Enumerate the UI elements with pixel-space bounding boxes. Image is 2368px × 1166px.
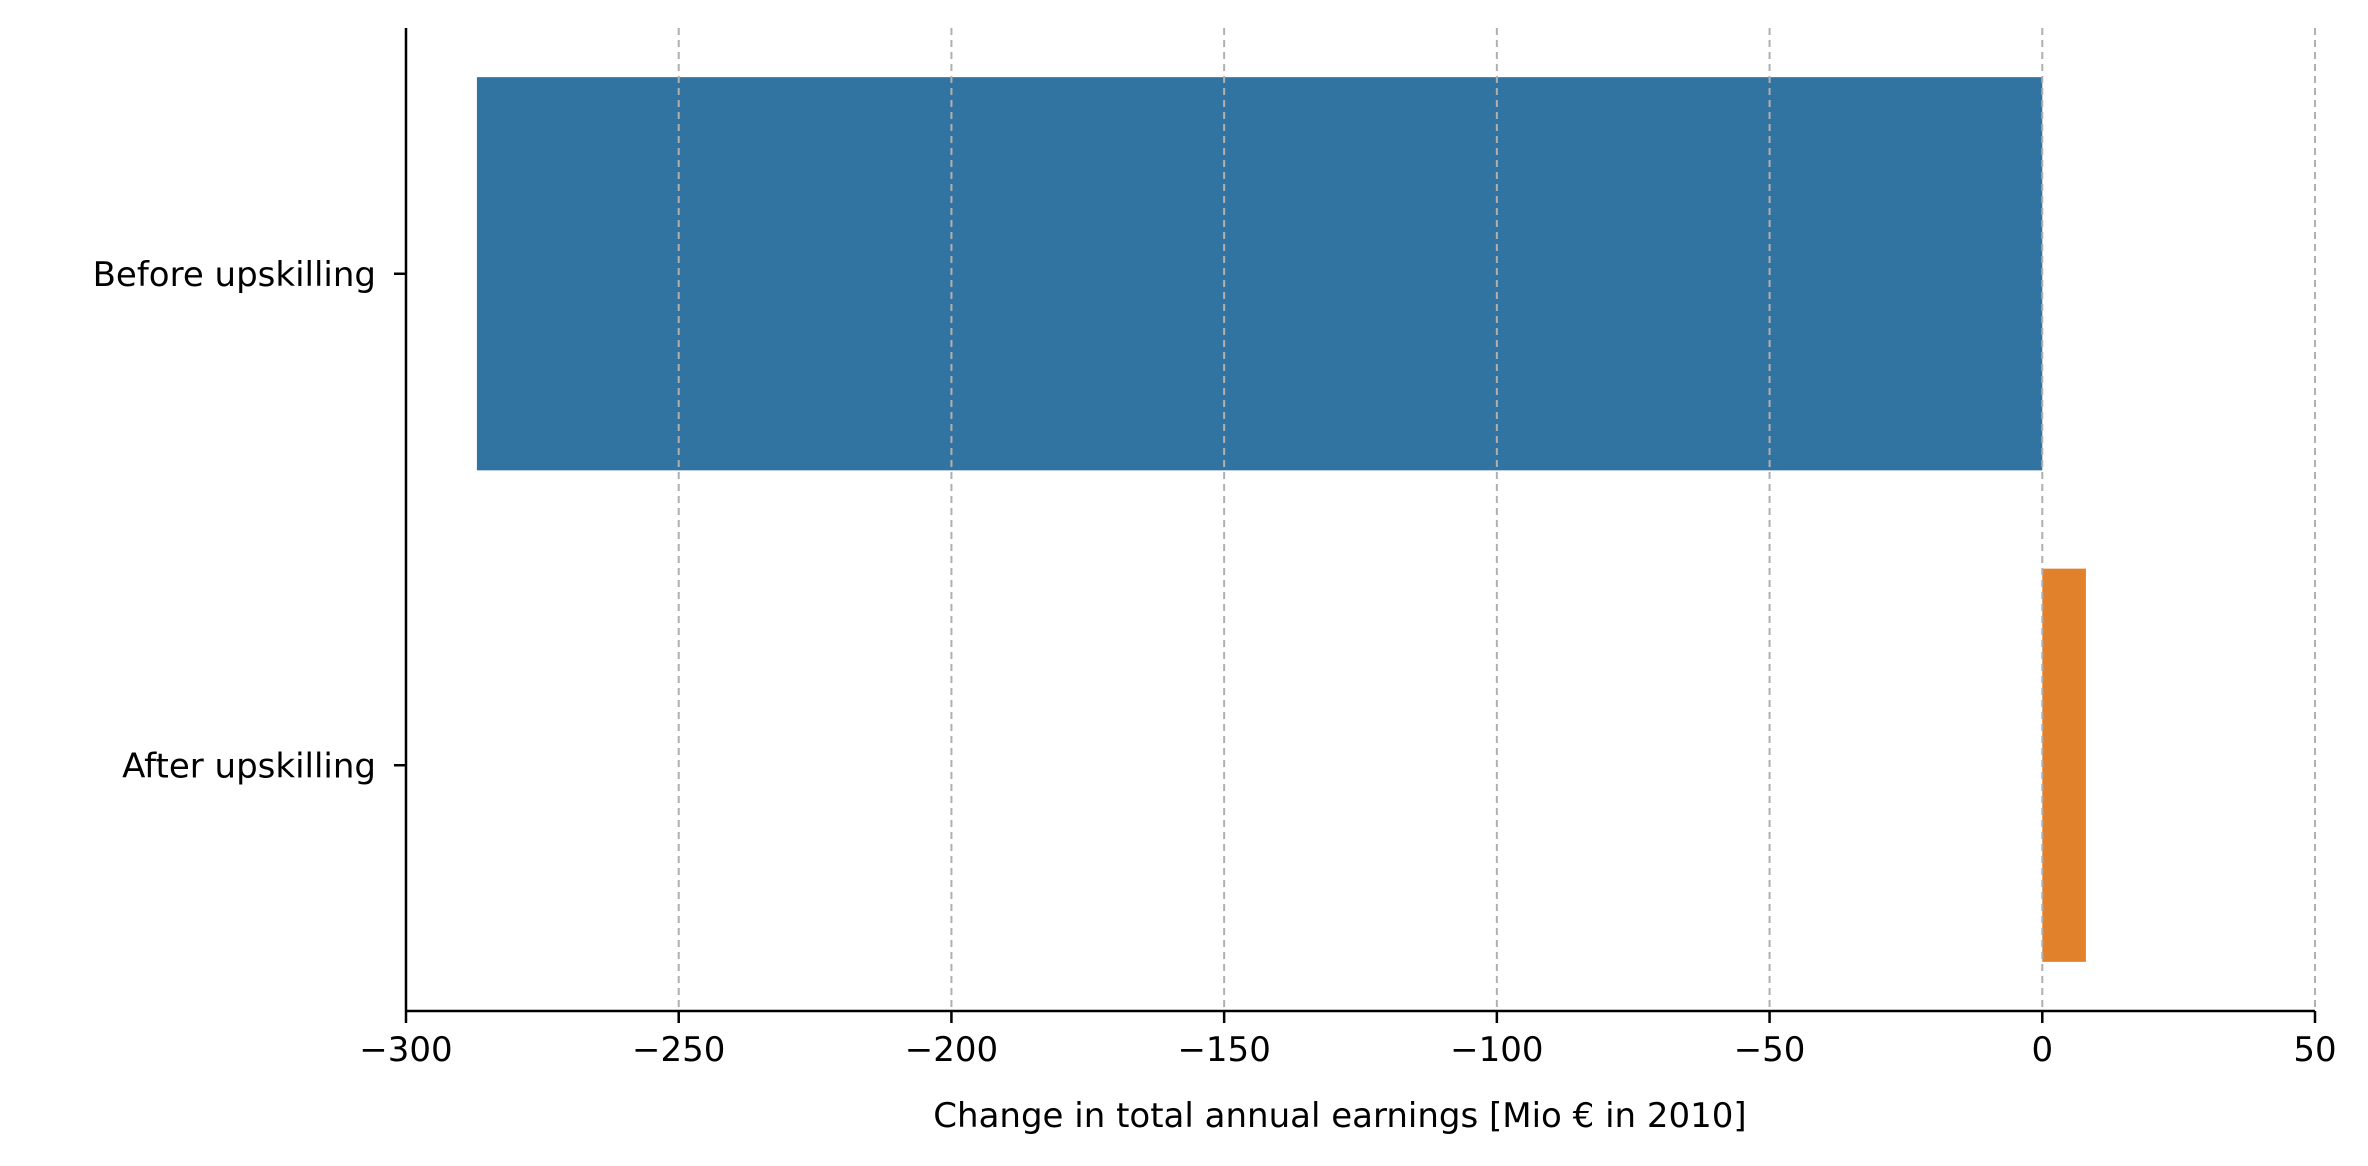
x-tick-label: −250 (632, 1030, 725, 1070)
x-tick-label: −200 (905, 1030, 998, 1070)
x-tick-label: −150 (1177, 1030, 1270, 1070)
x-tick-label: 50 (2293, 1030, 2336, 1070)
x-axis-ticks: −300 −250 −200 −150 −100 −50 0 50 (359, 1011, 2337, 1070)
axes (404, 28, 2315, 1013)
bars (476, 77, 2086, 962)
x-tick-label: −50 (1734, 1030, 1806, 1070)
x-tick-label: −100 (1450, 1030, 1543, 1070)
x-tick-label: −300 (359, 1030, 452, 1070)
y-axis-ticks: Before upskilling After upskilling (93, 255, 406, 786)
y-tick-label: Before upskilling (93, 255, 376, 295)
x-tick-label: 0 (2031, 1030, 2053, 1070)
x-axis-label: Change in total annual earnings [Mio € i… (933, 1096, 1746, 1136)
y-tick-label: After upskilling (122, 746, 376, 786)
bar-after-upskilling (2042, 568, 2086, 962)
bar-before-upskilling (476, 77, 2043, 471)
